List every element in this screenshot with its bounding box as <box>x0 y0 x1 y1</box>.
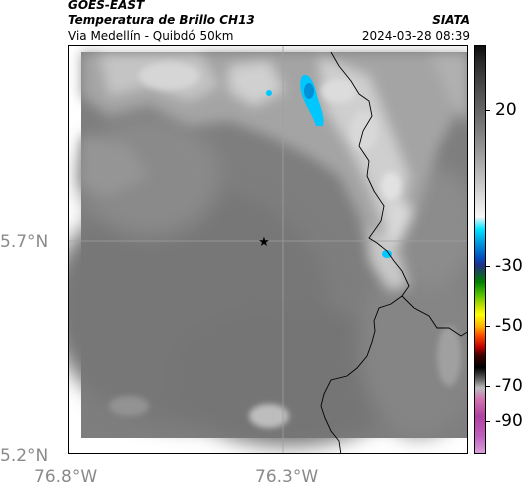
location-subtitle: Via Medellín - Quibdó 50km <box>68 29 234 43</box>
latitude-label: 5.2°N <box>0 446 49 466</box>
map-canvas: ★ <box>69 46 467 453</box>
colorbar-tick-label: 20 <box>495 100 517 120</box>
colorbar-tick-label: -30 <box>495 256 523 276</box>
cloud-band-north <box>81 52 467 291</box>
department-border-east <box>401 295 467 337</box>
agency-label: SIATA <box>432 13 470 27</box>
colorbar-tick <box>485 110 490 111</box>
colorbar-tick-label: -50 <box>495 316 523 336</box>
colorbar-tick <box>485 421 490 422</box>
warm-field-texture <box>69 116 467 446</box>
graticule <box>69 46 467 453</box>
temperature-colorbar <box>474 45 486 454</box>
timestamp-label: 2024-03-28 08:39 <box>361 29 470 43</box>
star-icon: ★ <box>258 235 270 250</box>
colorbar-tick <box>485 266 490 267</box>
longitude-label: 76.8°W <box>34 467 98 487</box>
department-border <box>320 51 410 453</box>
colorbar-tick-label: -70 <box>495 376 523 396</box>
satellite-title: GOES-EAST <box>68 0 145 12</box>
satellite-map[interactable]: ★ <box>68 45 468 454</box>
colorbar-tick <box>485 386 490 387</box>
colorbar-tick <box>485 326 490 327</box>
colorbar-tick-label: -90 <box>495 411 523 431</box>
latitude-label: 5.7°N <box>0 232 49 252</box>
cloud-detail <box>109 62 461 428</box>
longitude-label: 76.3°W <box>255 467 319 487</box>
cold-cloud-cells <box>266 74 392 258</box>
product-title: Temperatura de Brillo CH13 <box>68 13 255 27</box>
